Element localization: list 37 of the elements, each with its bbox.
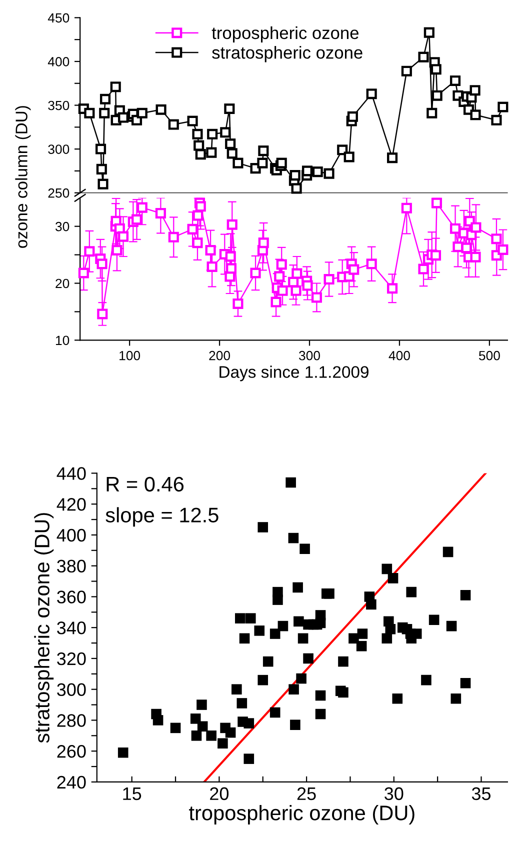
y-tick-label: 20 [56,278,70,288]
y-tick-label: 300 [57,683,86,696]
x-tick-label: 20 [210,787,229,800]
y-tick-label: 260 [57,745,86,758]
y-tick-label: 400 [48,57,70,66]
x-tick-label: 35 [472,787,491,800]
x-tick-label: 30 [384,787,404,800]
y-tick-label: 380 [57,560,86,573]
legend-label: stratospheric ozone [212,46,362,62]
x-tick-label: 200 [209,350,230,360]
x-tick-label: 300 [299,350,320,360]
y-tick-label: 30 [55,222,70,232]
x-tick-label: 400 [388,350,410,360]
y-tick-label: 10 [56,336,70,346]
y-tick-label: 300 [48,144,70,154]
y-tick-label: 250 [48,188,70,198]
annotation: slope = 12.5 [106,507,218,527]
y-tick-label: 320 [57,652,86,666]
y-tick-label: 360 [57,590,86,604]
x-tick-label: 100 [120,350,140,360]
y-tick-label: 420 [56,498,86,511]
x-axis-title: Days since 1.1.2009 [220,366,368,382]
y-tick-label: 450 [48,13,70,23]
annotation: R = 0.46 [106,476,184,492]
y-tick-label: 240 [57,776,86,789]
x-tick-label: 25 [297,787,316,800]
y-tick-label: 340 [57,622,86,634]
y-tick-label: 280 [57,714,86,727]
x-tick-label: 15 [123,787,142,800]
y-axis-title: ozone column (DU) [15,106,31,248]
y-tick-label: 440 [56,467,86,480]
legend-label: tropospheric ozone [212,26,358,43]
x-tick-label: 500 [478,350,500,360]
y-tick-label: 350 [48,100,70,110]
x-axis-title: tropospheric ozone (DU) [189,805,414,824]
y-tick-label: 400 [56,528,86,542]
y-axis-title: stratospheric ozone (DU) [34,513,54,743]
